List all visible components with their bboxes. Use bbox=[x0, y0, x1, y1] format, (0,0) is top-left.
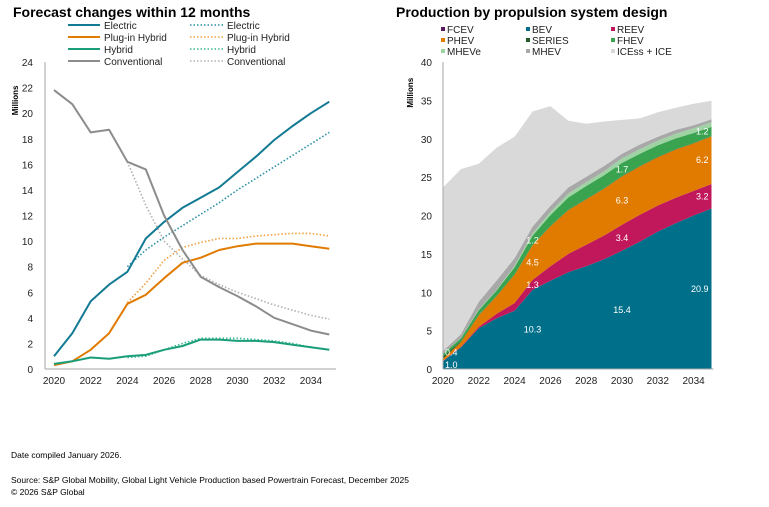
legend-label: PHEV bbox=[447, 36, 475, 47]
data-label: 6.2 bbox=[696, 155, 709, 165]
legend-label: MHEVe bbox=[447, 47, 481, 58]
x-tick-label: 2026 bbox=[539, 376, 562, 387]
data-label: 20.9 bbox=[691, 284, 709, 294]
legend-swatch bbox=[441, 49, 445, 53]
y-tick-label: 6 bbox=[27, 288, 33, 299]
x-tick-label: 2022 bbox=[80, 376, 103, 387]
y-axis-label: Millions bbox=[406, 77, 415, 107]
legend-label: Plug-in Hybrid bbox=[104, 33, 167, 44]
series-line-hybrid-solid bbox=[53, 338, 330, 365]
y-tick-label: 2 bbox=[27, 339, 33, 350]
legend-label: ICEss + ICE bbox=[617, 47, 672, 58]
x-tick-label: 2030 bbox=[611, 376, 634, 387]
y-tick-label: 16 bbox=[22, 160, 34, 171]
x-tick-label: 2024 bbox=[503, 376, 526, 387]
x-tick-label: 2024 bbox=[116, 376, 139, 387]
data-label: 0.4 bbox=[445, 347, 458, 357]
data-label: 10.3 bbox=[524, 324, 542, 334]
legend-swatch bbox=[611, 38, 615, 42]
y-axis-label: Millions bbox=[11, 85, 20, 115]
data-label: 4.5 bbox=[526, 258, 539, 268]
series-line-electric-dotted bbox=[126, 131, 330, 268]
data-label: 1.7 bbox=[616, 164, 629, 174]
legend-swatch bbox=[611, 49, 615, 53]
legend-label: Hybrid bbox=[104, 45, 133, 56]
data-label: 1.2 bbox=[526, 235, 539, 245]
y-tick-label: 5 bbox=[426, 327, 432, 338]
y-tick-label: 35 bbox=[421, 96, 433, 107]
y-tick-label: 4 bbox=[27, 314, 33, 325]
y-tick-label: 25 bbox=[421, 173, 433, 184]
legend-label: MHEV bbox=[532, 47, 561, 58]
x-tick-label: 2032 bbox=[647, 376, 670, 387]
legend-label: Electric bbox=[227, 21, 260, 32]
data-label: 6.3 bbox=[616, 196, 629, 206]
x-tick-label: 2030 bbox=[226, 376, 249, 387]
legend-swatch bbox=[441, 38, 445, 42]
y-tick-label: 18 bbox=[22, 135, 34, 146]
source-note: Source: S&P Global Mobility, Global Ligh… bbox=[11, 475, 409, 485]
legend-label: Plug-in Hybrid bbox=[227, 33, 290, 44]
x-tick-label: 2034 bbox=[300, 376, 323, 387]
area-bev bbox=[443, 208, 712, 369]
y-tick-label: 10 bbox=[421, 288, 433, 299]
series-line-conventional-solid bbox=[53, 89, 330, 336]
y-tick-label: 20 bbox=[22, 109, 34, 120]
legend-label: REEV bbox=[617, 25, 645, 36]
y-tick-label: 15 bbox=[421, 250, 433, 261]
area-icess-ice bbox=[443, 100, 712, 351]
right-chart-title: Production by propulsion system design bbox=[396, 4, 668, 20]
x-tick-label: 2032 bbox=[263, 376, 286, 387]
legend-label: Conventional bbox=[104, 57, 162, 68]
y-tick-label: 8 bbox=[27, 263, 33, 274]
legend-label: Electric bbox=[104, 21, 137, 32]
data-label: 15.4 bbox=[613, 305, 631, 315]
x-tick-label: 2020 bbox=[43, 376, 66, 387]
area-phev bbox=[443, 136, 712, 361]
x-tick-label: 2020 bbox=[432, 376, 455, 387]
legend-swatch bbox=[526, 38, 530, 42]
series-line-plug-in-hybrid-solid bbox=[53, 242, 330, 367]
series-line-electric-solid bbox=[53, 100, 330, 357]
y-tick-label: 30 bbox=[421, 135, 433, 146]
series-line-conventional-dotted bbox=[126, 161, 330, 320]
x-tick-label: 2034 bbox=[682, 376, 705, 387]
data-label: 3.2 bbox=[696, 191, 709, 201]
legend-swatch bbox=[526, 49, 530, 53]
y-tick-label: 14 bbox=[22, 186, 34, 197]
legend-label: Hybrid bbox=[227, 45, 256, 56]
legend-label: FCEV bbox=[447, 25, 474, 36]
data-label: 1.2 bbox=[696, 126, 709, 136]
y-tick-label: 40 bbox=[421, 58, 433, 69]
data-label: 1.0 bbox=[445, 360, 458, 370]
legend-swatch bbox=[441, 27, 445, 31]
series-line-plug-in-hybrid-dotted bbox=[126, 232, 330, 304]
production-area-chart: 0 5 10 15 20 25 30 35 40 2020 2022 2024 2026 2028 2030… bbox=[406, 25, 714, 387]
y-tick-label: 24 bbox=[22, 58, 34, 69]
legend-label: BEV bbox=[532, 25, 552, 36]
data-label: 1.3 bbox=[526, 280, 539, 290]
legend-swatch bbox=[611, 27, 615, 31]
y-tick-label: 0 bbox=[27, 365, 33, 376]
x-tick-label: 2028 bbox=[575, 376, 598, 387]
y-tick-label: 22 bbox=[22, 84, 34, 95]
x-tick-label: 2026 bbox=[153, 376, 176, 387]
copyright-note: © 2026 S&P Global bbox=[11, 487, 85, 497]
x-tick-label: 2028 bbox=[190, 376, 213, 387]
area-reev bbox=[443, 184, 712, 362]
date-compiled-note: Date compiled January 2026. bbox=[11, 450, 122, 460]
y-tick-label: 10 bbox=[22, 237, 34, 248]
y-tick-label: 20 bbox=[421, 212, 433, 223]
y-tick-label: 0 bbox=[426, 365, 432, 376]
y-tick-label: 12 bbox=[22, 212, 34, 223]
legend-label: FHEV bbox=[617, 36, 644, 47]
x-tick-label: 2022 bbox=[468, 376, 491, 387]
legend-label: SERIES bbox=[532, 36, 569, 47]
data-label: 3.4 bbox=[616, 233, 629, 243]
left-chart-title: Forecast changes within 12 months bbox=[13, 4, 251, 20]
legend-swatch bbox=[526, 27, 530, 31]
legend-label: Conventional bbox=[227, 57, 285, 68]
